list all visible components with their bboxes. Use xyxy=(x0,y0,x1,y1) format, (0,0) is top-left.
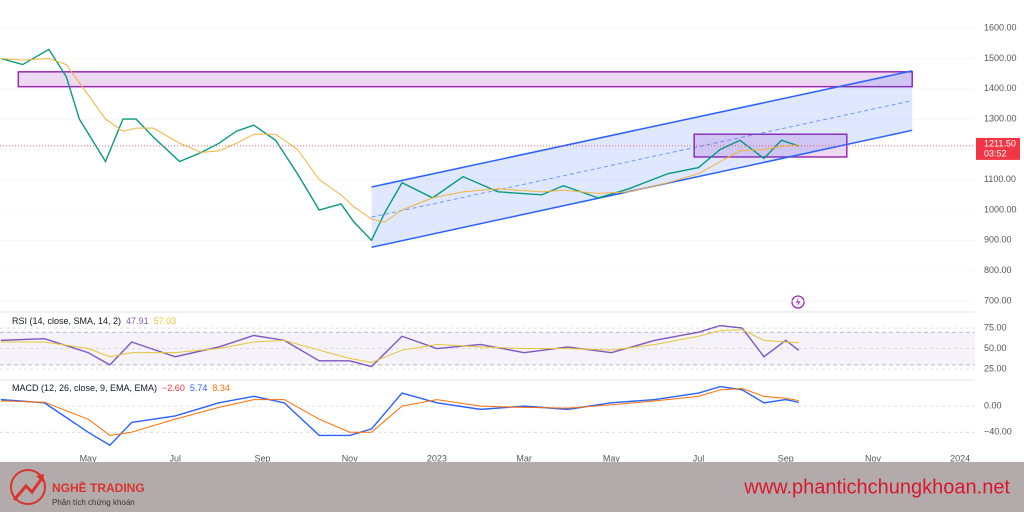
x-tick-label: Mar xyxy=(516,453,532,463)
series-line xyxy=(0,388,799,436)
brand: NGHỀ TRADING xyxy=(52,480,145,495)
y-tick-label: 1500.00 xyxy=(984,53,1017,63)
x-tick-label: May xyxy=(603,453,621,463)
y-tick-label: 75.00 xyxy=(984,322,1007,332)
x-tick-label: 2023 xyxy=(427,453,447,463)
series-line xyxy=(0,48,800,242)
y-tick-label: 0.00 xyxy=(984,400,1002,410)
x-tick-label: Sep xyxy=(254,453,270,463)
countdown: 03:52 xyxy=(984,148,1007,158)
x-tick-label: May xyxy=(80,453,98,463)
logo xyxy=(10,469,46,505)
y-tick-label: 1300.00 xyxy=(984,113,1017,123)
indicator-title: RSI (14, close, SMA, 14, 2) 47.91 57.03 xyxy=(12,316,176,326)
y-tick-label: 800.00 xyxy=(984,265,1012,275)
y-tick-label: 1000.00 xyxy=(984,204,1017,214)
y-tick-label: 1100.00 xyxy=(984,174,1016,184)
tagline: Phân tích chứng khoán xyxy=(52,498,135,507)
x-tick-label: Nov xyxy=(342,453,359,463)
x-tick-label: Jul xyxy=(693,453,705,463)
series-line xyxy=(0,329,799,363)
channel-mid xyxy=(371,100,913,218)
indicator-name: RSI (14, close, SMA, 14, 2) xyxy=(12,316,121,326)
x-tick-label: Sep xyxy=(778,453,794,463)
indicator-title: MACD (12, 26, close, 9, EMA, EMA) −2.60 5.… xyxy=(12,383,230,393)
y-tick-label: 25.00 xyxy=(984,363,1007,373)
y-tick-label: 900.00 xyxy=(984,235,1012,245)
last-price-box xyxy=(976,137,1020,160)
footer-band xyxy=(0,462,1024,512)
series-line xyxy=(0,57,799,223)
y-tick-label: 700.00 xyxy=(984,295,1012,305)
indicator-name: MACD (12, 26, close, 9, EMA, EMA) xyxy=(12,383,157,393)
indicator-value: 57.03 xyxy=(154,316,177,326)
indicator-value: 47.91 xyxy=(126,316,149,326)
x-tick-label: Nov xyxy=(865,453,882,463)
background xyxy=(0,0,1024,462)
indicator-value: −2.60 xyxy=(162,383,185,393)
y-tick-label: 1600.00 xyxy=(984,23,1017,33)
series-line xyxy=(0,385,799,447)
x-tick-label: 2024 xyxy=(950,453,970,463)
series-line xyxy=(0,324,800,368)
y-tick-label: −40.00 xyxy=(984,427,1012,437)
indicator-value: 5.74 xyxy=(190,383,208,393)
website-url[interactable]: www.phantichchungkhoan.net xyxy=(743,476,1010,498)
y-tick-label: 1400.00 xyxy=(984,83,1017,93)
alert-icon[interactable] xyxy=(791,295,805,309)
last-price-label: 1211.50 xyxy=(984,138,1016,148)
y-tick-label: 50.00 xyxy=(984,343,1007,353)
zone xyxy=(17,71,913,88)
channel-edge xyxy=(371,70,913,188)
indicator-value: 8.34 xyxy=(212,383,230,393)
x-tick-label: Jul xyxy=(170,453,182,463)
